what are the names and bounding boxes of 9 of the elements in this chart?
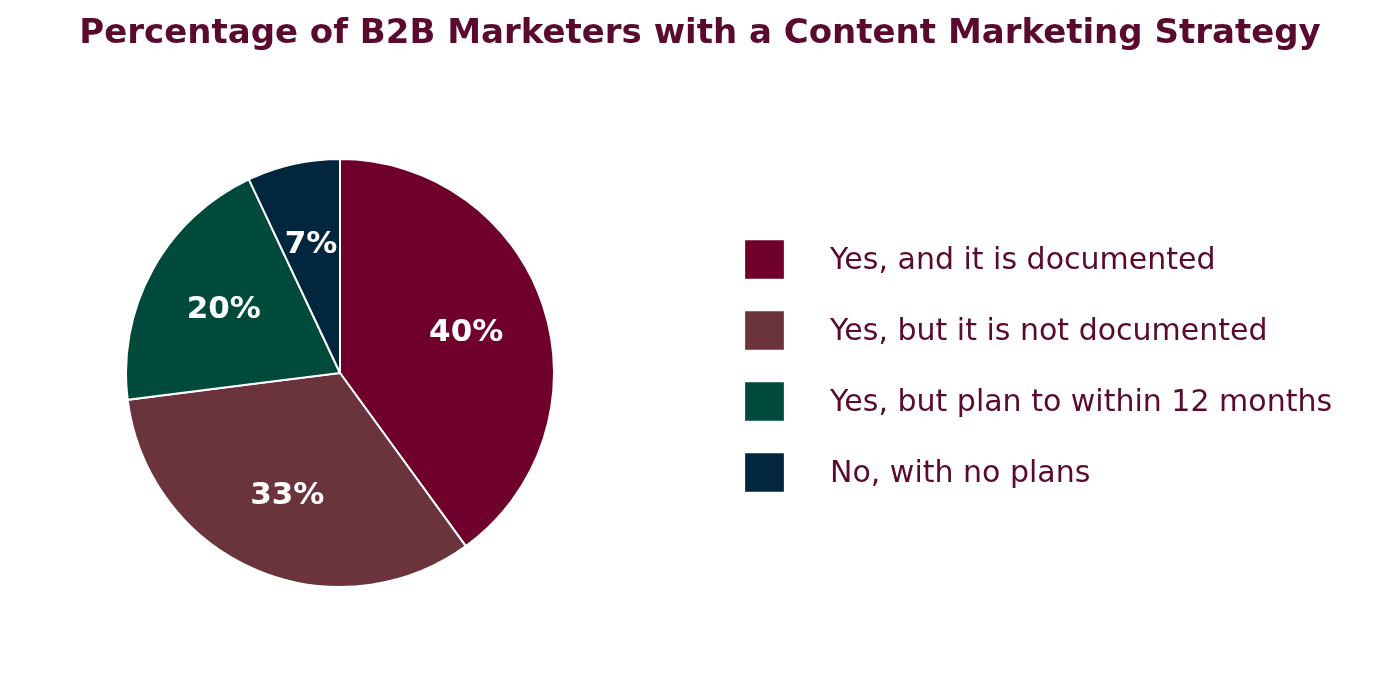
data-label: 7% xyxy=(284,223,338,260)
chart-title: Percentage of B2B Marketers with a Content Marketing Strategy xyxy=(79,11,1321,51)
data-label: 40% xyxy=(429,312,504,348)
legend-label: Yes, and it is documented xyxy=(829,240,1216,276)
data-label: 33% xyxy=(250,474,325,511)
legend-label: Yes, but plan to within 12 months xyxy=(829,382,1333,418)
data-label: 20% xyxy=(186,289,261,326)
legend-label: Yes, but it is not documented xyxy=(829,311,1268,347)
legend-label: No, with no plans xyxy=(830,453,1091,489)
